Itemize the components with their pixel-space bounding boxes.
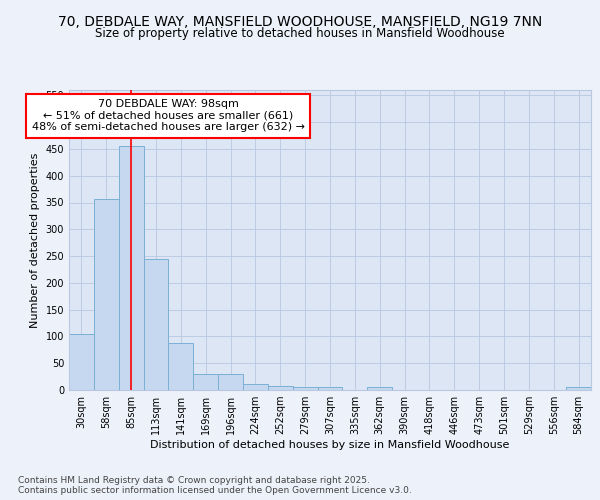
Bar — [169, 343, 193, 390]
Bar — [218, 374, 243, 390]
Text: Contains HM Land Registry data © Crown copyright and database right 2025.
Contai: Contains HM Land Registry data © Crown c… — [18, 476, 412, 495]
Text: Size of property relative to detached houses in Mansfield Woodhouse: Size of property relative to detached ho… — [95, 28, 505, 40]
Text: 70, DEBDALE WAY, MANSFIELD WOODHOUSE, MANSFIELD, NG19 7NN: 70, DEBDALE WAY, MANSFIELD WOODHOUSE, MA… — [58, 15, 542, 29]
Y-axis label: Number of detached properties: Number of detached properties — [30, 152, 40, 328]
Bar — [119, 146, 143, 390]
Bar — [293, 388, 317, 390]
Bar — [367, 388, 392, 390]
Bar — [69, 334, 94, 390]
Bar — [268, 386, 293, 390]
Bar — [243, 384, 268, 390]
Bar — [566, 388, 591, 390]
Bar — [193, 374, 218, 390]
Bar — [143, 259, 169, 390]
X-axis label: Distribution of detached houses by size in Mansfield Woodhouse: Distribution of detached houses by size … — [151, 440, 509, 450]
Bar — [317, 388, 343, 390]
Bar — [94, 198, 119, 390]
Text: 70 DEBDALE WAY: 98sqm
← 51% of detached houses are smaller (661)
48% of semi-det: 70 DEBDALE WAY: 98sqm ← 51% of detached … — [32, 99, 305, 132]
